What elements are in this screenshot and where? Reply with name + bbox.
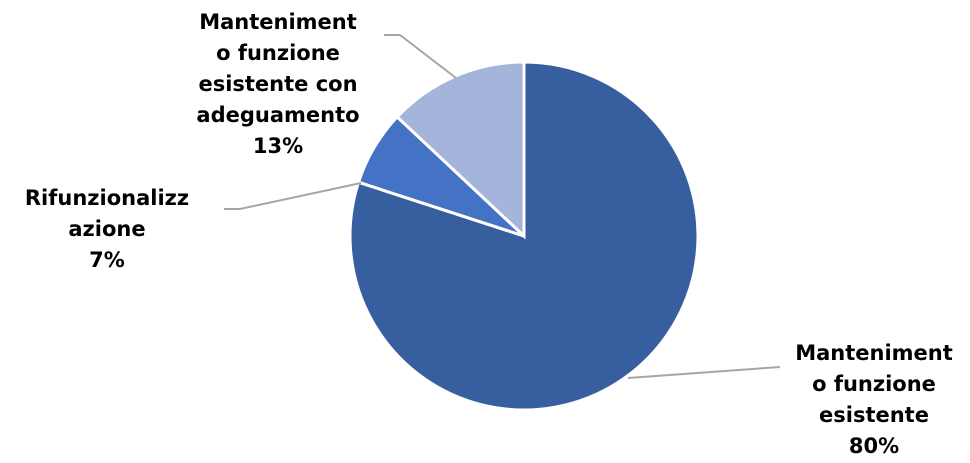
label-line: esistente con [198,72,358,96]
label-line: o funzione [216,41,340,65]
leader-line-1 [224,182,362,210]
label-percent: 80% [848,434,900,458]
label-line: esistente [819,403,929,427]
leader-line-0 [627,366,781,379]
leader-line-2 [384,34,457,79]
label-percent: 13% [252,134,304,158]
label-line: o funzione [812,372,936,396]
label-line: adeguamento [196,103,360,127]
leader-lines [224,34,781,379]
data-label-mantenimento-funzione-esistente: Manteniment o funzione esistente 80% [778,338,970,462]
label-line: azione [68,217,146,241]
label-line: Rifunzionalizz [24,186,190,210]
pie-slices [348,60,700,412]
data-label-rifunzionalizzazione: Rifunzionalizz azione 7% [4,183,210,276]
label-line: Manteniment [199,10,357,34]
label-percent: 7% [89,248,125,272]
data-label-mantenimento-con-adeguamento: Manteniment o funzione esistente con ade… [176,7,380,162]
label-line: Manteniment [795,341,953,365]
